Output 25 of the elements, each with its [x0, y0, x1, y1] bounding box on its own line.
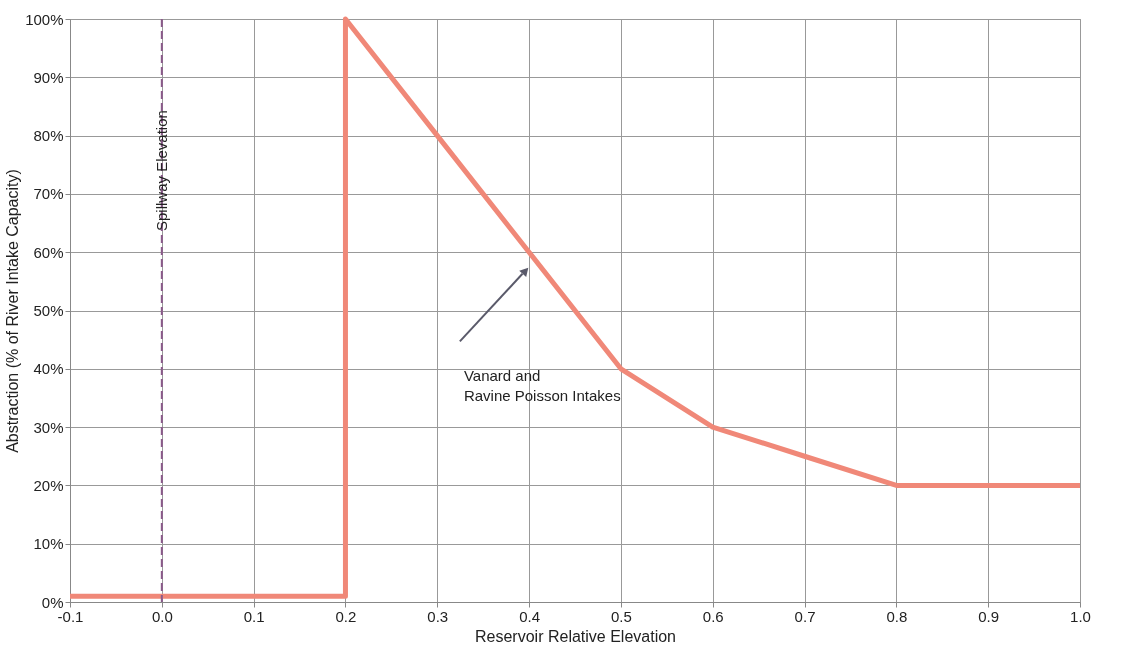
y-tick-label: 20%	[33, 476, 64, 494]
annotation: Vanard and Ravine Poisson Intakes	[463, 366, 621, 404]
x-tick-label: 0.5	[610, 607, 632, 625]
x-tick-label: 0.1	[243, 607, 265, 625]
ref-line-label: Spillway Elevation	[152, 110, 170, 232]
x-tick-label: 0.6	[702, 607, 724, 625]
x-tick-label: 0.4	[519, 607, 541, 625]
x-tick-label: 0.8	[886, 607, 908, 625]
x-tick-label: 1.0	[1070, 607, 1091, 625]
y-tick-label: 40%	[33, 360, 64, 378]
x-tick-label: 0.9	[978, 607, 1000, 625]
x-tick-label: 0.7	[794, 607, 816, 625]
y-tick-label: 60%	[33, 243, 64, 261]
x-tick-label: 0.0	[151, 607, 173, 625]
x-axis-title: Reservoir Relative Elevation	[475, 627, 676, 645]
y-tick-label: 100%	[25, 10, 64, 28]
x-tick-label: 0.3	[427, 607, 449, 625]
y-tick-label: 70%	[33, 185, 64, 203]
y-tick-label: 90%	[33, 68, 64, 86]
y-tick-label: 30%	[33, 418, 64, 436]
y-tick-label: 80%	[33, 127, 64, 145]
y-tick-label: 10%	[33, 535, 64, 553]
x-tick-label: 0.2	[335, 607, 357, 625]
y-tick-label: 50%	[33, 302, 64, 319]
y-axis-title: Abstraction (% of River Intake Capacity)	[4, 169, 22, 453]
